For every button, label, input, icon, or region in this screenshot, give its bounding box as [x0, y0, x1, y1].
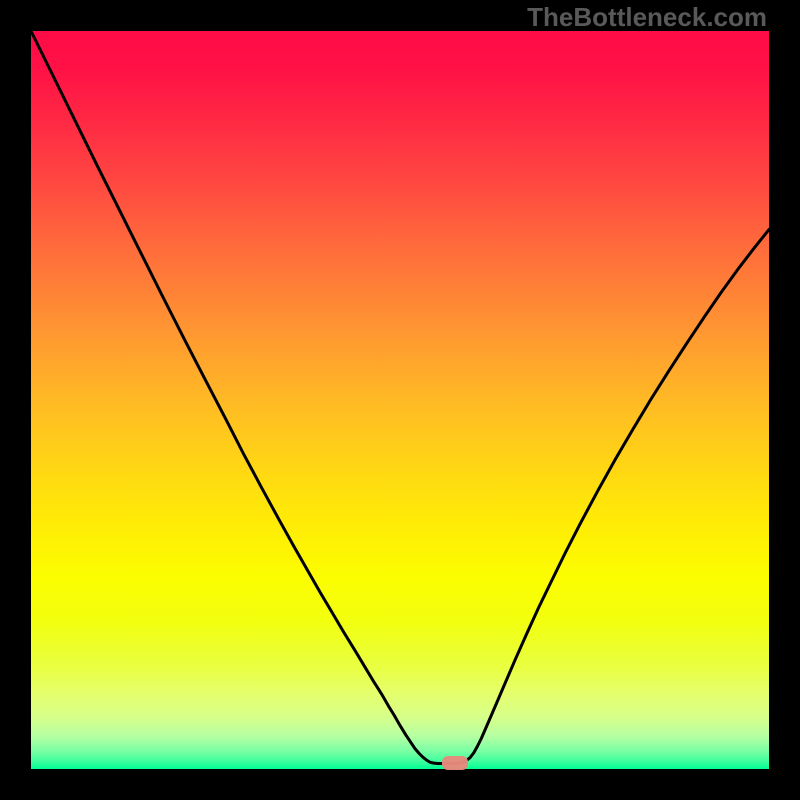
chart-stage: TheBottleneck.com [0, 0, 800, 800]
watermark-text: TheBottleneck.com [527, 2, 767, 33]
plot-svg [0, 0, 800, 800]
plot-gradient-background [31, 31, 769, 769]
bottleneck-point-marker [442, 756, 468, 770]
